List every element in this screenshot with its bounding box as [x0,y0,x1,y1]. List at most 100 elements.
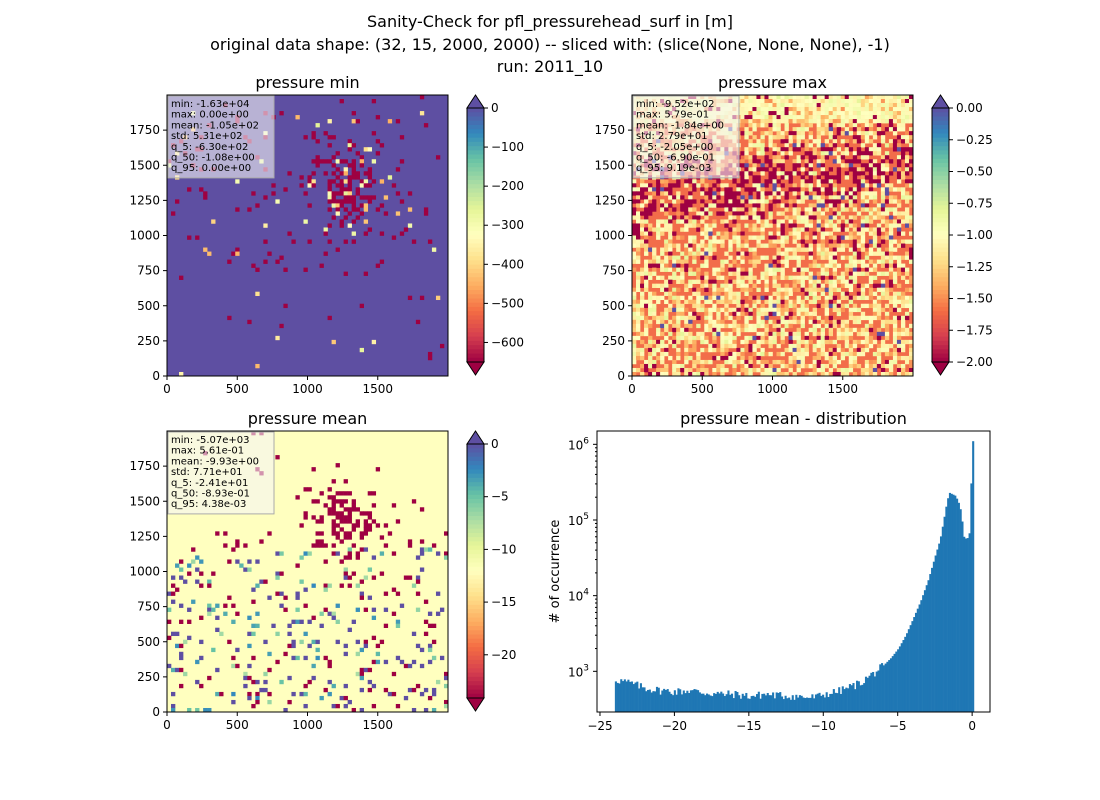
colorbar-extend-top [931,94,950,109]
x-tick-label: 1500 [362,718,393,732]
histogram-bar [897,649,900,712]
histogram-bar [834,692,837,712]
colorbar-extend-top [466,94,485,109]
x-tick-label: 0 [968,719,976,733]
histogram-bar [698,692,701,712]
y-tick-label: 1000 [129,229,160,243]
y-tick-label: 105 [568,512,589,528]
stats-line: std: 2.79e+01 [636,131,708,142]
stats-line: mean: -1.84e+00 [636,120,724,131]
histogram-bar [909,625,912,712]
stats-line: q_95: 9.19e-03 [636,163,711,174]
histogram-bar [945,506,948,712]
colorbar: 0 −100 −200 −300 −400 −500 −600 [466,94,524,376]
histogram-bar [850,685,853,712]
histogram-bar [859,685,862,712]
histogram-bar [623,679,626,712]
histogram-bar [634,682,637,712]
colorbar-frame [466,107,485,363]
histogram-bar [647,689,650,712]
y-tick-label: 250 [137,670,160,684]
histogram-bar [966,538,969,712]
plot-frame [596,430,991,713]
colorbar-tick-label: −0.50 [956,165,993,179]
y-tick-label: 0 [152,369,160,383]
histogram-bar [875,671,878,712]
histogram-bar [968,533,971,712]
histogram-bar [695,689,698,712]
histogram-bar [668,691,671,712]
histogram-bar [911,621,914,712]
histogram-bar [711,696,714,712]
histogram-bar [620,679,623,712]
histogram-bar [677,688,680,712]
histogram-bar [743,695,746,712]
y-tick-label: 500 [137,635,160,649]
histogram-bar [722,693,725,712]
colorbar-tick-label: −2.00 [956,355,993,369]
histogram-bar [688,693,691,712]
colorbar-tick-label: −400 [491,257,524,271]
y-tick-label: 1750 [129,123,160,137]
x-tick-label: 1000 [292,382,323,396]
histogram-bar [852,683,855,712]
histogram-bar [689,690,692,712]
histogram-bar [766,692,769,712]
histogram-bar [864,676,868,712]
histogram-bar [839,694,843,712]
histogram-bar [954,495,957,712]
y-tick-label: 500 [137,299,160,313]
histogram-bar [823,697,826,712]
histogram-bar [729,694,732,712]
stats-line: q_5: -2.41e+01 [171,478,248,489]
y-tick-label: 106 [568,436,589,452]
x-tick-label: −15 [736,719,761,733]
colorbar-tick-label: −15 [491,595,516,609]
histogram-bar [777,692,780,712]
histogram-bar [970,483,973,712]
histogram-bar [666,689,669,712]
histogram-bar [882,665,885,712]
histogram-bar [939,536,943,712]
histogram-bar [847,688,850,712]
histogram-bar [704,695,707,712]
colorbar-tick-label: −500 [491,296,524,310]
histogram-bar [918,604,921,712]
y-axis-label: # of occurrence [548,520,563,624]
histogram-bar [757,691,760,712]
histogram-bar [873,676,876,712]
histogram-bar [959,509,962,712]
colorbar-tick-label: −200 [491,179,524,193]
colorbar-extend-top [466,430,485,445]
histogram-bar [625,681,628,712]
histogram-bar [798,695,801,712]
figure-title-line3: run: 2011_10 [496,57,604,76]
y-tick-label: 500 [602,299,625,313]
histogram-bar [752,695,755,712]
histogram-bar [630,681,634,712]
colorbar-tick-label: −600 [491,335,524,349]
histogram-bar [956,498,959,712]
histogram-bar [797,697,800,712]
x-tick-label: 1000 [292,718,323,732]
histogram-bar [684,693,687,712]
histogram-bar [868,675,871,712]
y-tick-label: 250 [602,334,625,348]
x-tick-label: 0 [163,382,171,396]
histogram-bar [891,656,894,712]
histogram-bar [884,663,887,712]
histogram-bar [779,692,782,712]
histogram-bar [636,681,639,712]
x-tick-label: 500 [226,718,249,732]
histogram-bar [659,694,662,712]
histogram-bar [923,590,926,712]
histogram-bar [895,651,898,712]
histogram-bar [645,691,648,712]
colorbar-extend-bottom [466,697,485,712]
figure-title-line2: original data shape: (32, 15, 2000, 2000… [210,35,890,54]
stats-line: mean: -1.05e+02 [171,120,259,131]
x-tick-label: 1500 [827,382,858,396]
histogram-bar [788,697,791,712]
x-tick-label: 500 [691,382,714,396]
panel-title: pressure max [718,73,827,92]
